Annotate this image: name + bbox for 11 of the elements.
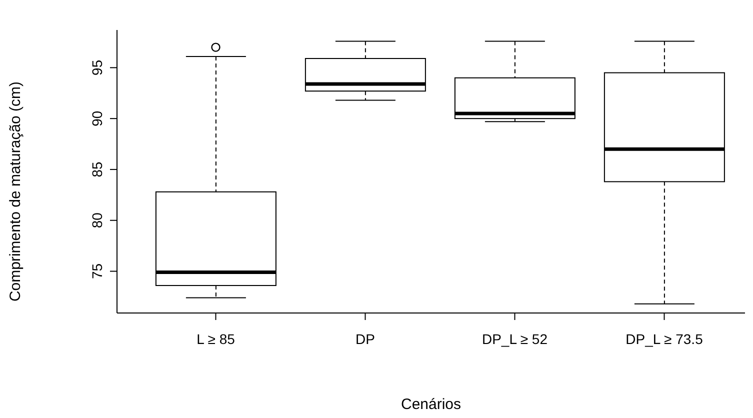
x-tick-label: L ≥ 85 <box>196 330 236 347</box>
y-tick-label: 95 <box>89 60 105 76</box>
y-axis-title: Comprimento de maturação (cm) <box>7 81 24 302</box>
x-tick-label: DP <box>356 330 375 347</box>
y-tick-label: 90 <box>89 110 105 126</box>
x-tick-label: DP_L ≥ 73.5 <box>626 330 704 347</box>
x-tick-label: DP_L ≥ 52 <box>482 330 548 347</box>
x-axis-title: Cenários <box>400 396 462 413</box>
y-tick-label: 85 <box>89 161 105 178</box>
y-tick-label: 75 <box>89 263 105 280</box>
y-tick-label: 80 <box>89 212 105 228</box>
